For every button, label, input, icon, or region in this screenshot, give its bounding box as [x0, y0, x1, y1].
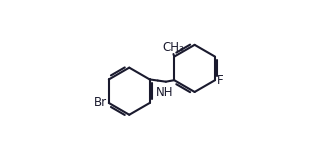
- Text: NH: NH: [157, 85, 174, 98]
- Text: CH₃: CH₃: [163, 41, 184, 54]
- Text: Br: Br: [94, 97, 107, 109]
- Text: F: F: [217, 74, 223, 87]
